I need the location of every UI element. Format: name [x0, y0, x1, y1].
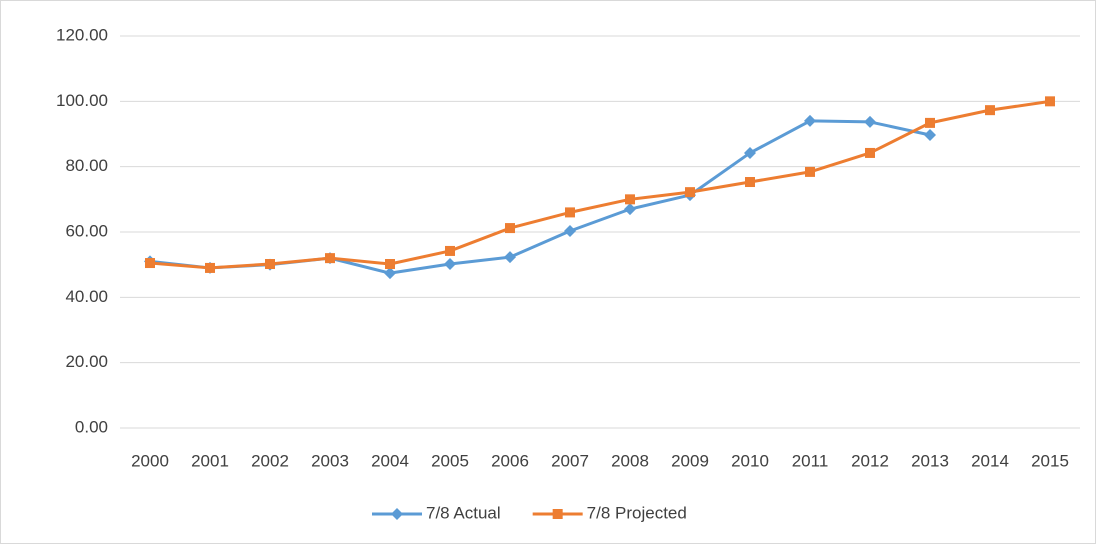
x-tick-label: 2009 [671, 451, 709, 470]
marker [504, 251, 516, 264]
y-tick-label: 120.00 [56, 25, 108, 44]
marker [444, 258, 456, 271]
x-tick-label: 2005 [431, 451, 469, 470]
y-tick-label: 60.00 [65, 221, 108, 240]
marker [924, 128, 936, 141]
legend-marker [552, 509, 563, 519]
x-tick-label: 2003 [311, 451, 349, 470]
x-tick-label: 2007 [551, 451, 589, 470]
marker [445, 245, 455, 256]
marker [325, 253, 335, 264]
marker [925, 117, 935, 128]
x-tick-label: 2000 [131, 451, 169, 470]
marker [565, 207, 575, 218]
legend-label: 7/8 Projected [587, 503, 687, 522]
y-tick-label: 0.00 [75, 417, 108, 436]
marker [505, 223, 515, 234]
marker [145, 258, 155, 269]
legend-marker [391, 508, 403, 520]
marker [1045, 96, 1055, 107]
marker [864, 115, 876, 128]
x-tick-label: 2002 [251, 451, 289, 470]
marker [685, 187, 695, 198]
marker [205, 262, 215, 273]
y-tick-label: 20.00 [65, 352, 108, 371]
x-tick-label: 2010 [731, 451, 769, 470]
marker [564, 225, 576, 238]
x-tick-label: 2011 [792, 451, 829, 470]
y-tick-label: 40.00 [65, 287, 108, 306]
marker [805, 166, 815, 177]
marker [745, 177, 755, 188]
x-tick-label: 2012 [851, 451, 889, 470]
legend-label: 7/8 Actual [426, 503, 501, 522]
marker [384, 267, 396, 280]
x-tick-label: 2015 [1031, 451, 1069, 470]
marker [744, 146, 756, 159]
marker [624, 203, 636, 216]
x-tick-label: 2004 [371, 451, 409, 470]
y-tick-label: 80.00 [65, 156, 108, 175]
x-tick-label: 2013 [911, 451, 949, 470]
marker [265, 259, 275, 270]
marker [625, 194, 635, 205]
y-tick-label: 100.00 [56, 91, 108, 110]
marker [804, 114, 816, 127]
x-tick-label: 2006 [491, 451, 529, 470]
x-tick-label: 2014 [971, 451, 1009, 470]
series-line [149, 99, 1051, 270]
x-tick-label: 2008 [611, 451, 649, 470]
marker [985, 105, 995, 116]
x-tick-label: 2001 [191, 451, 229, 470]
marker [865, 147, 875, 158]
marker [385, 259, 395, 270]
